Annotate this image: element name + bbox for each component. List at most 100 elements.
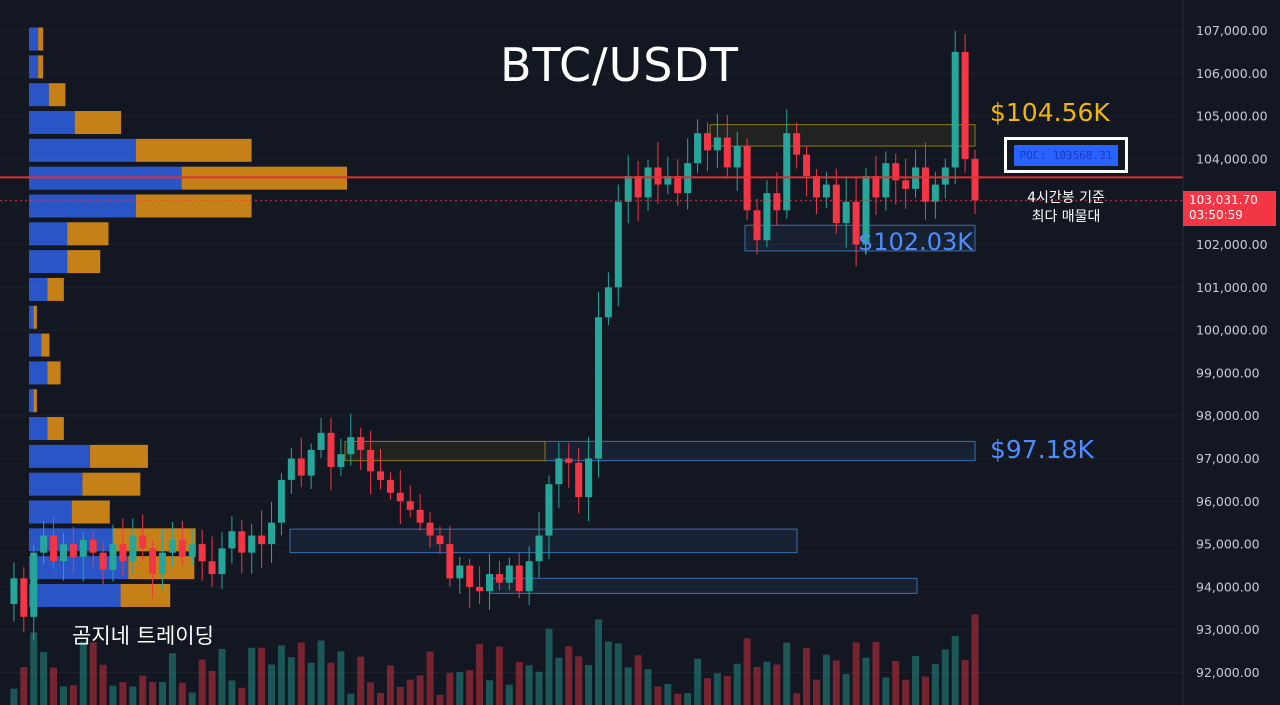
candle-body [921,167,929,202]
profile-sell-bar [90,444,148,468]
profile-buy-bar [29,55,39,79]
profile-buy-bar [29,417,48,441]
price-axis-panel[interactable] [1183,0,1280,705]
candle-body [971,158,979,201]
profile-sell-bar [135,138,252,162]
candle-body [495,574,503,583]
volume-bar [852,642,860,705]
candle-body [535,535,543,562]
profile-sell-bar [41,333,50,357]
volume-bar [565,646,573,705]
volume-bar [773,664,781,705]
poc-note-line1: 4시간봉 기준 [1027,190,1105,206]
candle-body [248,535,256,553]
profile-sell-bar [74,111,122,135]
profile-sell-bar [33,305,37,329]
candle-body [69,544,77,557]
volume-bar [842,673,850,705]
poc-callout: POC: 103568.31 [1004,137,1128,173]
volume-bar [69,685,77,705]
profile-buy-bar [29,305,34,329]
candle-body [505,565,513,583]
y-tick-label: 107,000.00 [1196,23,1268,38]
y-tick-label: 95,000.00 [1196,537,1260,552]
profile-buy-bar [29,500,72,524]
volume-bar [426,651,434,705]
candle-body [892,163,900,181]
volume-bar [644,669,652,705]
candle-body [238,531,246,553]
price-zones [289,124,976,594]
profile-sell-bar [48,83,66,107]
profile-buy-bar [29,583,121,607]
y-tick-label: 105,000.00 [1196,109,1268,124]
volume-bar [912,656,920,705]
candle-body [268,522,276,545]
candle-body [59,544,67,562]
volume-bar [575,656,583,705]
volume-bar [178,682,186,705]
price-zone [709,124,976,147]
volume-bar [882,677,890,705]
volume-bar [347,693,355,705]
volume-bar [624,667,632,705]
candle-body [466,565,474,587]
volume-bar [466,670,474,705]
candle-body [40,535,48,553]
candle-body [367,449,375,472]
candle-body [89,539,97,553]
candle-body [644,167,652,198]
volume-bar [753,666,761,705]
candle-body [228,531,236,549]
candle-body [297,458,305,476]
volume-bar [892,660,900,705]
last-price-tag: 103,031.70 03:50:59 [1183,191,1276,226]
volume-bar [20,667,28,705]
candle-body [832,184,840,224]
volume-bar [793,693,801,705]
volume-bar [436,694,444,705]
candle-body [862,176,870,245]
volume-bar [723,676,731,705]
candle-body [753,210,761,241]
volume-bar [307,662,315,705]
candle-body [812,176,820,198]
candle-body [149,548,157,575]
volume-bar [872,641,880,705]
volume-bar [377,692,385,705]
candle-body [703,133,711,151]
volume-bar [971,614,979,705]
candle-body [783,133,791,211]
candle-countdown: 03:50:59 [1189,208,1243,222]
volume-bar [614,643,622,705]
candle-body [119,544,127,562]
candle-body [416,509,424,523]
candle-body [515,565,523,592]
candle-body [763,193,771,241]
volume-bar [763,661,771,705]
candle-body [386,479,394,493]
y-tick-label: 100,000.00 [1196,323,1268,338]
candle-body [822,184,830,198]
volume-bar [188,692,196,705]
volume-bar [337,651,345,705]
profile-sell-bar [38,27,44,51]
volume-bar [287,657,295,705]
candle-body [20,578,28,617]
candle-body [218,548,226,575]
volume-bar [812,679,820,705]
candle-body [961,51,969,159]
candle-body [872,176,880,198]
candle-body [347,437,355,455]
volume-bar [396,686,404,705]
candle-body [178,539,186,557]
volume-bar [822,654,830,705]
candle-body [287,458,295,480]
candle-body [654,167,662,185]
volume-bar [585,665,593,705]
volume-bar [139,675,147,705]
candle-body [317,432,325,450]
volume-bar [168,653,176,705]
candle-body [575,462,583,498]
